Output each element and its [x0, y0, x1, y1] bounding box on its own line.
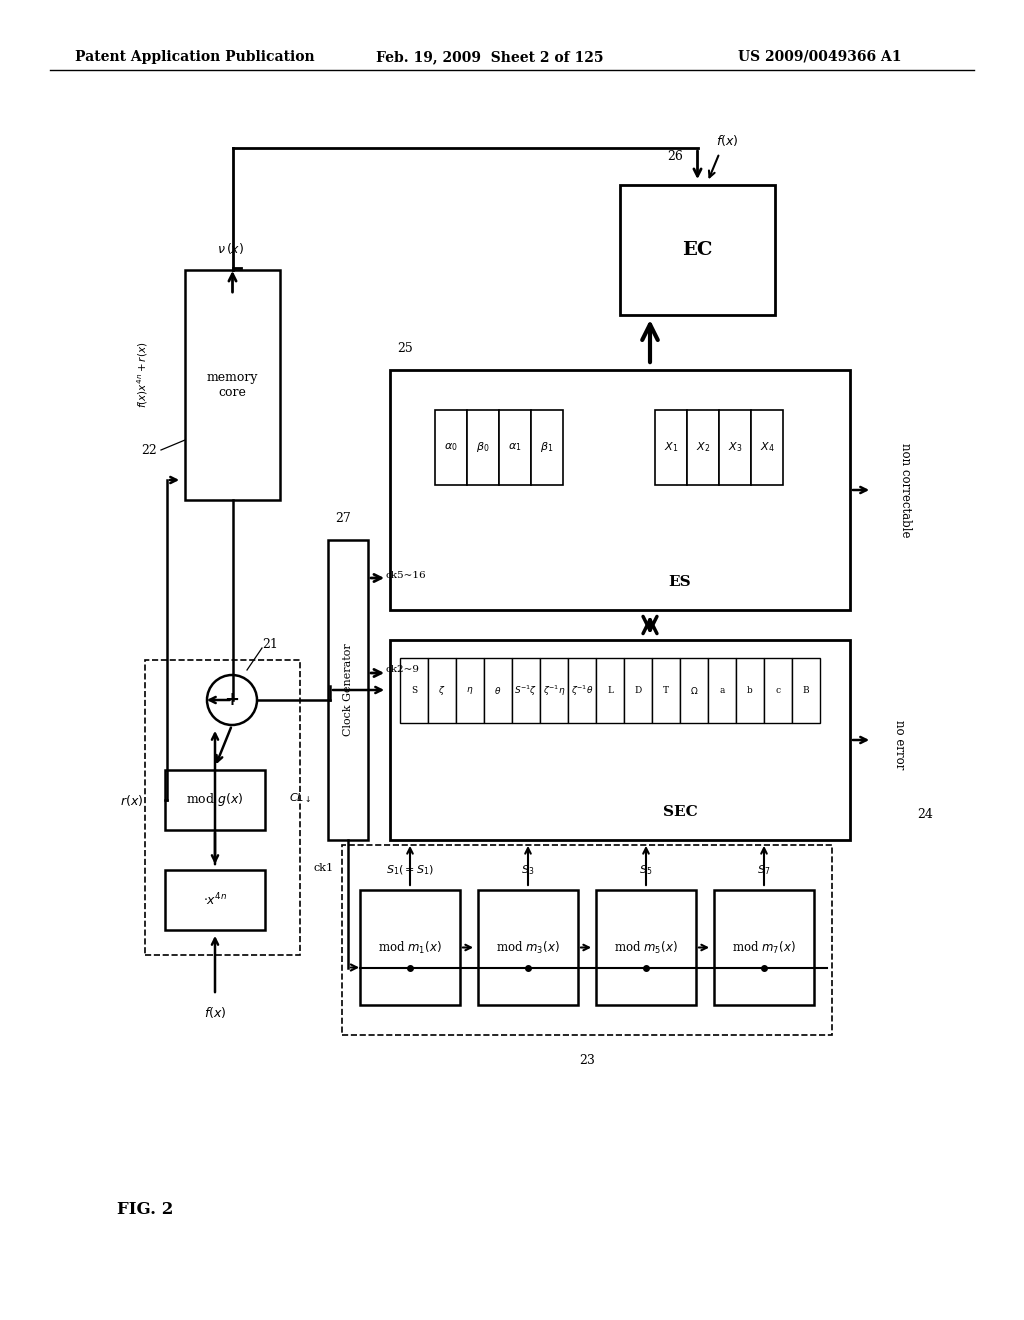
Text: $r(x)$: $r(x)$ [120, 792, 143, 808]
Bar [400, 657, 428, 723]
Bar [708, 657, 736, 723]
Bar [531, 411, 563, 484]
Text: US 2009/0049366 A1: US 2009/0049366 A1 [738, 50, 902, 63]
Text: Patent Application Publication: Patent Application Publication [75, 50, 314, 63]
Text: S: S [411, 686, 417, 696]
Bar [499, 411, 531, 484]
Bar [736, 657, 764, 723]
Text: $\nu\,(x)$: $\nu\,(x)$ [217, 240, 244, 256]
Text: D: D [635, 686, 642, 696]
Text: mod $m_7(x)$: mod $m_7(x)$ [732, 940, 796, 956]
Text: 27: 27 [335, 511, 351, 524]
Text: 22: 22 [141, 444, 157, 457]
Text: mod $g(x)$: mod $g(x)$ [186, 792, 244, 808]
Text: $\cdot x^{4n}$: $\cdot x^{4n}$ [203, 892, 227, 908]
Text: 25: 25 [397, 342, 413, 355]
Bar [680, 657, 708, 723]
Text: $\beta_1$: $\beta_1$ [541, 441, 554, 454]
Text: $X_2$: $X_2$ [696, 441, 710, 454]
Bar [467, 411, 499, 484]
Bar [456, 657, 484, 723]
Bar [764, 657, 792, 723]
Text: FIG. 2: FIG. 2 [117, 1201, 173, 1218]
Text: a: a [719, 686, 725, 696]
Text: SEC: SEC [663, 805, 697, 818]
Bar [360, 890, 460, 1005]
Text: 26: 26 [668, 150, 683, 164]
Bar [620, 185, 775, 315]
Text: $\zeta$: $\zeta$ [438, 684, 445, 697]
Bar [428, 657, 456, 723]
Bar [719, 411, 751, 484]
Text: $S^{-1}\zeta$: $S^{-1}\zeta$ [514, 684, 538, 698]
Text: $\beta_0$: $\beta_0$ [476, 441, 489, 454]
Text: $S_7$: $S_7$ [758, 863, 771, 876]
Text: $CL_{\downarrow}$: $CL_{\downarrow}$ [289, 792, 311, 805]
Bar [655, 411, 687, 484]
Text: $S_3$: $S_3$ [521, 863, 535, 876]
Bar [687, 411, 719, 484]
Text: +: + [224, 690, 240, 709]
Text: b: b [748, 686, 753, 696]
Text: $f(x)x^{4n}+r(x)$: $f(x)x^{4n}+r(x)$ [135, 342, 151, 408]
Bar [512, 657, 540, 723]
Bar [478, 890, 578, 1005]
Text: T: T [663, 686, 669, 696]
Bar [540, 657, 568, 723]
Text: $\zeta^{-1}\theta$: $\zeta^{-1}\theta$ [570, 684, 593, 698]
Text: ck2~9: ck2~9 [386, 665, 420, 675]
Bar [342, 845, 831, 1035]
Text: $X_1$: $X_1$ [664, 441, 678, 454]
Text: Clock Generator: Clock Generator [343, 644, 353, 737]
Text: 23: 23 [579, 1053, 595, 1067]
Text: ES: ES [669, 576, 691, 589]
Text: 24: 24 [918, 808, 933, 821]
Text: mod $m_3(x)$: mod $m_3(x)$ [497, 940, 560, 956]
Text: $f(x)$: $f(x)$ [716, 132, 738, 148]
Text: $S_1(=S_1)$: $S_1(=S_1)$ [386, 863, 434, 876]
Text: no error: no error [894, 721, 906, 770]
Bar [484, 657, 512, 723]
Bar [624, 657, 652, 723]
Bar [714, 890, 814, 1005]
Text: B: B [803, 686, 809, 696]
Text: Feb. 19, 2009  Sheet 2 of 125: Feb. 19, 2009 Sheet 2 of 125 [376, 50, 604, 63]
Text: mod $m_1(x)$: mod $m_1(x)$ [378, 940, 441, 956]
Text: $X_4$: $X_4$ [760, 441, 774, 454]
Text: 21: 21 [262, 639, 278, 652]
Text: $S_5$: $S_5$ [639, 863, 652, 876]
Text: mod $m_5(x)$: mod $m_5(x)$ [614, 940, 678, 956]
Bar [568, 657, 596, 723]
Bar [185, 271, 280, 500]
Text: ck5~16: ck5~16 [386, 570, 426, 579]
Text: non correctable: non correctable [898, 442, 911, 537]
Bar [165, 870, 265, 931]
Bar [165, 770, 265, 830]
Text: $f(x)$: $f(x)$ [204, 1006, 226, 1020]
Text: ck1: ck1 [314, 863, 334, 873]
Text: c: c [775, 686, 780, 696]
Bar [751, 411, 783, 484]
Bar [652, 657, 680, 723]
Text: L: L [607, 686, 613, 696]
Text: $X_3$: $X_3$ [728, 441, 742, 454]
Bar [792, 657, 820, 723]
Bar [435, 411, 467, 484]
Bar [390, 640, 850, 840]
Text: $\zeta^{-1}\eta$: $\zeta^{-1}\eta$ [543, 684, 565, 698]
Bar [390, 370, 850, 610]
Bar [145, 660, 300, 954]
Text: $\Omega$: $\Omega$ [690, 685, 698, 696]
Bar [328, 540, 368, 840]
Text: memory
core: memory core [207, 371, 258, 399]
Bar [596, 657, 624, 723]
Text: $\theta$: $\theta$ [495, 685, 502, 696]
Bar [596, 890, 696, 1005]
Text: EC: EC [682, 242, 713, 259]
Text: $\alpha_1$: $\alpha_1$ [508, 442, 522, 453]
Text: $\eta$: $\eta$ [466, 685, 474, 696]
Text: $\alpha_0$: $\alpha_0$ [444, 442, 458, 453]
